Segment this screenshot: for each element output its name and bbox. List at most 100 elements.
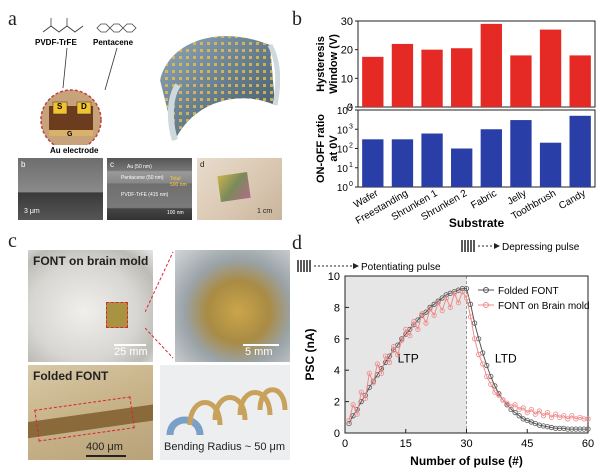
- psc-point: [431, 312, 437, 318]
- potentiating-pulse-label: Potentiating pulse: [361, 262, 441, 273]
- psc-ytick-label: 8: [334, 302, 340, 314]
- panel-letter-d: d: [292, 232, 302, 254]
- psc-ytick-label: 2: [334, 397, 340, 409]
- psc-point: [411, 318, 417, 325]
- legend-label: FONT on Brain mold: [498, 301, 590, 312]
- substrate-category-label: Candy: [557, 188, 588, 212]
- psc-point: [512, 402, 518, 408]
- hysteresis-bar: [362, 56, 384, 107]
- legend-marker: [483, 287, 489, 293]
- layer-label-total: Total 500 nm: [170, 176, 187, 188]
- psc-point: [585, 416, 591, 422]
- psc-xtick-label: 15: [400, 438, 412, 450]
- transistor-schematic: PVDF-TrFE Pentacene S D G: [25, 10, 150, 151]
- sem-d-scale: 1 cm: [257, 208, 273, 215]
- illustration-bending: Bending Radius ~ 50 μm: [160, 365, 290, 460]
- hysteresis-bar: [391, 43, 414, 107]
- label-folded-font: Folded FONT: [33, 369, 109, 383]
- scale-400um: 400 μm: [86, 441, 123, 453]
- label-pvdf: PVDF-TrFE: [35, 38, 77, 47]
- onoff-ytick-label: 10: [337, 183, 349, 194]
- psc-point: [395, 351, 401, 358]
- psc-point: [366, 370, 372, 376]
- psc-point: [439, 307, 445, 314]
- psc-point: [419, 311, 425, 317]
- ltp-label: LTP: [398, 351, 419, 365]
- psc-point: [476, 351, 482, 358]
- label-drain: D: [81, 102, 87, 111]
- label-source: S: [57, 102, 63, 111]
- onoff-bar: [362, 139, 384, 187]
- onoff-ytick-exponent: 2: [349, 143, 353, 150]
- psc-point: [378, 370, 385, 376]
- depressing-pulse-label: Depressing pulse: [502, 242, 580, 253]
- psc-xtick-label: 60: [582, 438, 594, 450]
- onoff-ytick-exponent: 4: [349, 104, 353, 111]
- psc-point: [561, 413, 567, 419]
- psc-xtick-label: 0: [342, 438, 348, 450]
- psc-series-line: [348, 290, 588, 421]
- hysteresis-bar: [510, 55, 532, 107]
- psc-point: [346, 417, 352, 424]
- psc-point: [565, 416, 571, 422]
- psc-point: [500, 397, 506, 403]
- onoff-ytick-exponent: 3: [349, 123, 353, 130]
- psc-point: [504, 400, 510, 406]
- psc-point: [362, 395, 368, 402]
- psc-point: [484, 373, 490, 380]
- hysteresis-ytick-label: 0: [347, 102, 353, 114]
- hysteresis-bar: [421, 49, 443, 107]
- label-gate: G: [67, 131, 73, 138]
- onoff-ytick-label: 10: [337, 125, 349, 136]
- label-pentacene: Pentacene: [93, 38, 134, 47]
- photo-device-on-finger: d 1 cm: [197, 158, 282, 220]
- hysteresis-axes-frame: [357, 20, 596, 108]
- psc-point: [391, 344, 397, 350]
- psc-point: [374, 361, 381, 367]
- sem-c-letter: c: [110, 160, 114, 169]
- legend-label: Folded FONT: [498, 286, 559, 297]
- sem-b-letter: b: [21, 160, 26, 169]
- panel-letter-b: b: [292, 8, 302, 30]
- psc-point: [407, 333, 413, 339]
- hysteresis-bar: [539, 29, 562, 108]
- photo-brain-mold: FONT on brain mold 25 mm: [28, 250, 153, 362]
- psc-point: [524, 409, 530, 416]
- depressing-arrowhead: [494, 243, 500, 249]
- psc-point: [569, 413, 575, 419]
- legend-marker: [483, 302, 489, 308]
- psc-point: [508, 406, 514, 413]
- onoff-bar: [421, 133, 443, 187]
- psc-point: [463, 295, 470, 301]
- psc-ylabel: PSC (nA): [303, 329, 317, 381]
- psc-point: [451, 290, 457, 296]
- psc-point: [350, 402, 356, 408]
- layer-label-au: Au (50 nm): [127, 164, 152, 170]
- onoff-ytick-label: 10: [337, 164, 349, 175]
- onoff-bar: [569, 115, 591, 187]
- psc-point: [492, 389, 498, 395]
- photo-folded-font: Folded FONT 400 μm: [28, 365, 153, 460]
- psc-point: [528, 406, 534, 413]
- psc-point: [423, 320, 429, 326]
- psc-point: [544, 409, 551, 416]
- hysteresis-bar: [451, 48, 473, 107]
- sem-image-layers: c Au (50 nm) Pentacene (50 nm) PVDF-TrFE…: [107, 158, 192, 220]
- scale-25mm: 25 mm: [114, 346, 148, 358]
- panel-letter-a: a: [8, 8, 17, 30]
- hysteresis-ylabel: HysteresisWindow (V): [315, 34, 340, 94]
- psc-point: [532, 411, 538, 417]
- psc-ytick-label: 0: [334, 428, 340, 440]
- flexible-device-render: [150, 20, 281, 150]
- onoff-ytick-exponent: 1: [349, 162, 353, 169]
- psc-point: [443, 295, 449, 301]
- psc-point: [512, 409, 518, 416]
- psc-ytick-label: 4: [334, 365, 340, 377]
- psc-ytick-label: 6: [334, 334, 340, 346]
- onoff-ytick-label: 10: [337, 145, 349, 156]
- hysteresis-ytick-label: 20: [341, 45, 353, 57]
- psc-point: [370, 380, 376, 386]
- psc-point: [354, 411, 360, 417]
- psc-point: [455, 300, 461, 306]
